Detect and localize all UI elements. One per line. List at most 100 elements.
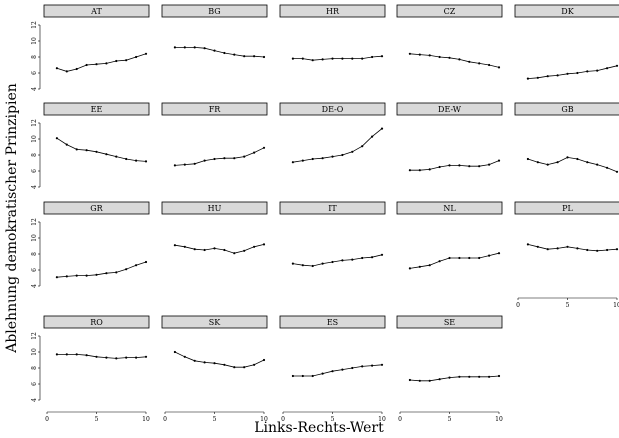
strip-de-w bbox=[396, 102, 503, 116]
strip-ee bbox=[43, 102, 150, 116]
data-point-ee-4 bbox=[85, 149, 88, 152]
data-point-cz-10 bbox=[497, 66, 501, 69]
series-line-nl bbox=[409, 252, 500, 269]
data-point-dk-3 bbox=[546, 75, 549, 78]
data-point-nl-10 bbox=[497, 252, 501, 255]
data-point-nl-7 bbox=[468, 256, 471, 260]
data-point-gb-2 bbox=[536, 161, 539, 164]
data-point-at-3 bbox=[75, 67, 78, 71]
x-tick-label-es-0: 0 bbox=[281, 416, 285, 423]
data-point-sk-7 bbox=[233, 366, 236, 369]
data-point-hu-4 bbox=[203, 248, 206, 252]
x-tick-label-se-10: 10 bbox=[495, 416, 503, 423]
data-point-ro-4 bbox=[85, 354, 88, 357]
data-point-gb-10 bbox=[615, 170, 619, 173]
data-point-gr-2 bbox=[65, 275, 68, 278]
strip-label-at: AT bbox=[90, 7, 102, 16]
strip-gb bbox=[514, 102, 619, 116]
data-point-it-2 bbox=[301, 264, 304, 267]
data-point-ro-5 bbox=[95, 355, 98, 358]
x-tick-label-pl-5: 5 bbox=[566, 302, 570, 309]
strip-label-hu: HU bbox=[208, 204, 222, 213]
panel-hu: HU bbox=[161, 201, 268, 255]
data-point-bg-8 bbox=[243, 55, 246, 58]
data-point-dk-1 bbox=[526, 77, 530, 80]
data-point-gr-4 bbox=[85, 274, 88, 277]
data-point-fr-4 bbox=[203, 159, 206, 162]
x-tick-label-pl-0: 0 bbox=[516, 302, 520, 309]
data-point-bg-9 bbox=[253, 55, 256, 58]
y-axis-title: Ablehnung demokratischer Prinzipien bbox=[4, 83, 20, 354]
strip-label-ro: RO bbox=[90, 318, 103, 327]
y-tick-label-gr-10: 10 bbox=[31, 234, 38, 242]
data-point-ee-8 bbox=[125, 157, 128, 161]
data-point-gr-3 bbox=[75, 274, 78, 277]
panel-gr: GR 4 6 8 10 12 bbox=[31, 201, 150, 288]
panel-sk: SK 0 5 10 bbox=[161, 315, 268, 423]
x-tick-label-ro-5: 5 bbox=[95, 416, 99, 423]
x-tick-label-es-5: 5 bbox=[331, 416, 335, 423]
data-point-es-1 bbox=[291, 374, 294, 378]
data-point-pl-4 bbox=[556, 247, 559, 250]
data-point-es-6 bbox=[341, 368, 344, 371]
strip-label-gr: GR bbox=[90, 204, 103, 213]
strip-label-ee: EE bbox=[91, 105, 103, 114]
x-tick-label-se-0: 0 bbox=[398, 416, 402, 423]
data-point-dk-6 bbox=[576, 71, 579, 75]
data-point-sk-2 bbox=[183, 355, 186, 358]
data-point-hr-8 bbox=[361, 57, 364, 60]
data-point-cz-6 bbox=[458, 58, 461, 61]
data-point-de-w-1 bbox=[408, 169, 411, 172]
data-point-dk-7 bbox=[586, 70, 589, 73]
data-point-se-5 bbox=[448, 376, 451, 379]
y-tick-label-ro-4: 4 bbox=[31, 398, 38, 402]
data-point-hu-6 bbox=[223, 248, 226, 252]
y-tick-label-at-8: 8 bbox=[31, 55, 38, 59]
data-point-pl-8 bbox=[596, 249, 599, 252]
data-point-de-o-8 bbox=[361, 145, 364, 148]
data-point-de-w-6 bbox=[458, 164, 461, 167]
data-point-de-w-3 bbox=[428, 168, 431, 171]
x-tick-label-ro-10: 10 bbox=[142, 416, 150, 423]
data-point-pl-1 bbox=[526, 243, 530, 246]
data-point-de-o-9 bbox=[371, 135, 374, 138]
strip-se bbox=[396, 315, 503, 329]
data-point-ee-3 bbox=[75, 148, 78, 151]
data-point-de-w-7 bbox=[468, 165, 471, 168]
data-point-gr-10 bbox=[144, 260, 148, 264]
data-point-at-4 bbox=[85, 63, 88, 67]
data-point-dk-10 bbox=[615, 64, 619, 67]
data-point-se-1 bbox=[408, 378, 411, 382]
data-point-fr-10 bbox=[262, 146, 266, 149]
data-point-fr-1 bbox=[173, 164, 176, 167]
data-point-hu-9 bbox=[253, 245, 256, 248]
strip-label-es: ES bbox=[327, 318, 338, 327]
y-tick-label-at-6: 6 bbox=[31, 71, 38, 75]
strip-label-dk: DK bbox=[561, 7, 574, 16]
data-point-de-w-4 bbox=[438, 165, 441, 169]
x-tick-label-se-5: 5 bbox=[448, 416, 452, 423]
data-point-cz-7 bbox=[468, 60, 471, 63]
data-point-es-8 bbox=[361, 365, 364, 368]
data-point-nl-8 bbox=[478, 256, 481, 260]
data-point-it-3 bbox=[311, 264, 314, 268]
data-point-fr-5 bbox=[213, 157, 216, 161]
data-point-gr-6 bbox=[105, 272, 108, 275]
strip-fr bbox=[161, 102, 268, 116]
data-point-es-4 bbox=[321, 372, 324, 375]
panel-ro: RO 4 6 8 10 12 0 5 10 bbox=[31, 315, 150, 423]
data-point-nl-3 bbox=[428, 264, 431, 267]
series-line-fr bbox=[174, 147, 265, 166]
data-point-ee-10 bbox=[144, 160, 148, 163]
data-point-de-o-1 bbox=[291, 161, 294, 164]
data-point-ro-9 bbox=[135, 356, 138, 359]
strip-at bbox=[43, 4, 150, 18]
data-point-nl-4 bbox=[438, 260, 441, 263]
panel-at: AT 4 6 8 10 12 bbox=[31, 4, 150, 91]
data-point-ro-8 bbox=[125, 356, 128, 359]
data-point-gr-5 bbox=[95, 273, 98, 276]
data-point-se-4 bbox=[438, 378, 441, 381]
data-point-bg-7 bbox=[233, 53, 236, 56]
strip-label-bg: BG bbox=[208, 7, 220, 16]
data-point-it-1 bbox=[291, 262, 294, 265]
